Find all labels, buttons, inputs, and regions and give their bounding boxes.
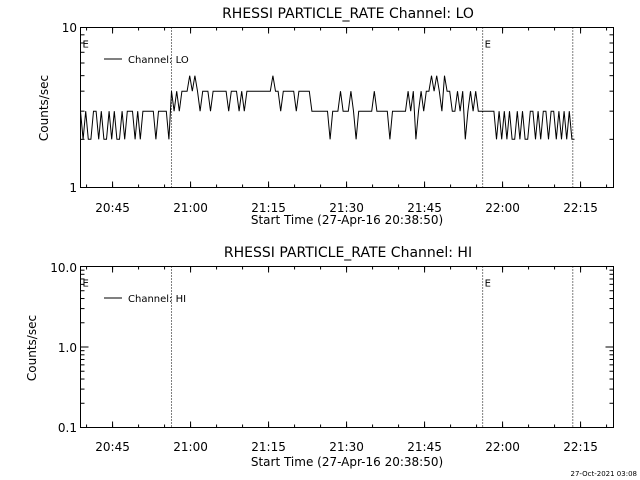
lo-y-axis-label: Counts/sec xyxy=(37,75,51,141)
hi-x-tick-label: 21:30 xyxy=(329,440,364,454)
lo-x-tick-label: 21:00 xyxy=(173,201,208,215)
hi-x-tick-label: 21:45 xyxy=(407,440,442,454)
hi-x-tick-label: 20:45 xyxy=(95,440,130,454)
lo-y-tick-1: 1 xyxy=(69,181,77,195)
hi-y-axis-label: Counts/sec xyxy=(25,315,39,381)
hi-plot-frame xyxy=(80,266,614,428)
lo-legend-label: Channel: LO xyxy=(128,55,189,66)
lo-series-group xyxy=(80,75,575,140)
lo-chart-title: RHESSI PARTICLE_RATE Channel: LO xyxy=(222,6,474,22)
hi-chart-title: RHESSI PARTICLE_RATE Channel: HI xyxy=(224,245,472,261)
hi-x-tick-label: 21:15 xyxy=(251,440,286,454)
lo-x-tick-label: 22:15 xyxy=(563,201,598,215)
lo-x-tick-label: 21:30 xyxy=(329,201,364,215)
hi-channel-panel: RHESSI PARTICLE_RATE Channel: HI Counts/… xyxy=(25,245,614,469)
lo-series-line xyxy=(80,75,575,140)
lo-x-axis-label: Start Time (27-Apr-16 20:38:50) xyxy=(251,213,443,227)
hi-legend: Channel: HI xyxy=(104,294,186,305)
lo-x-tick-label: 22:00 xyxy=(485,201,520,215)
lo-x-tick-label: 21:15 xyxy=(251,201,286,215)
hi-event-label: E xyxy=(83,279,89,290)
lo-plot-frame xyxy=(80,27,614,188)
lo-x-tick-label: 20:45 xyxy=(95,201,130,215)
hi-x-ticks: 20:45 21:00 21:15 21:30 21:45 22:00 22:15 xyxy=(86,266,608,454)
lo-y-minor-ticks xyxy=(80,27,614,188)
lo-x-ticks: 20:45 21:00 21:15 21:30 21:45 22:00 22:15 xyxy=(86,27,608,215)
hi-x-tick-label: 22:15 xyxy=(563,440,598,454)
hi-event-label: E xyxy=(485,279,491,290)
hi-y-tick-10: 10.0 xyxy=(50,261,77,275)
lo-event-label: E xyxy=(83,40,89,51)
lo-channel-panel: RHESSI PARTICLE_RATE Channel: LO Counts/… xyxy=(37,6,614,227)
hi-y-minor-ticks xyxy=(80,266,614,428)
hi-y-tick-1: 1.0 xyxy=(58,341,77,355)
lo-y-tick-10: 10 xyxy=(62,21,77,35)
hi-x-tick-label: 22:00 xyxy=(485,440,520,454)
hi-x-axis-label: Start Time (27-Apr-16 20:38:50) xyxy=(251,455,443,469)
hi-x-tick-label: 21:00 xyxy=(173,440,208,454)
lo-legend: Channel: LO xyxy=(104,55,189,66)
hi-y-tick-0-1: 0.1 xyxy=(58,421,77,435)
lo-x-tick-label: 21:45 xyxy=(407,201,442,215)
generation-timestamp: 27-Oct-2021 03:08 xyxy=(571,470,637,478)
hi-legend-label: Channel: HI xyxy=(128,294,186,305)
lo-event-label: E xyxy=(485,40,491,51)
